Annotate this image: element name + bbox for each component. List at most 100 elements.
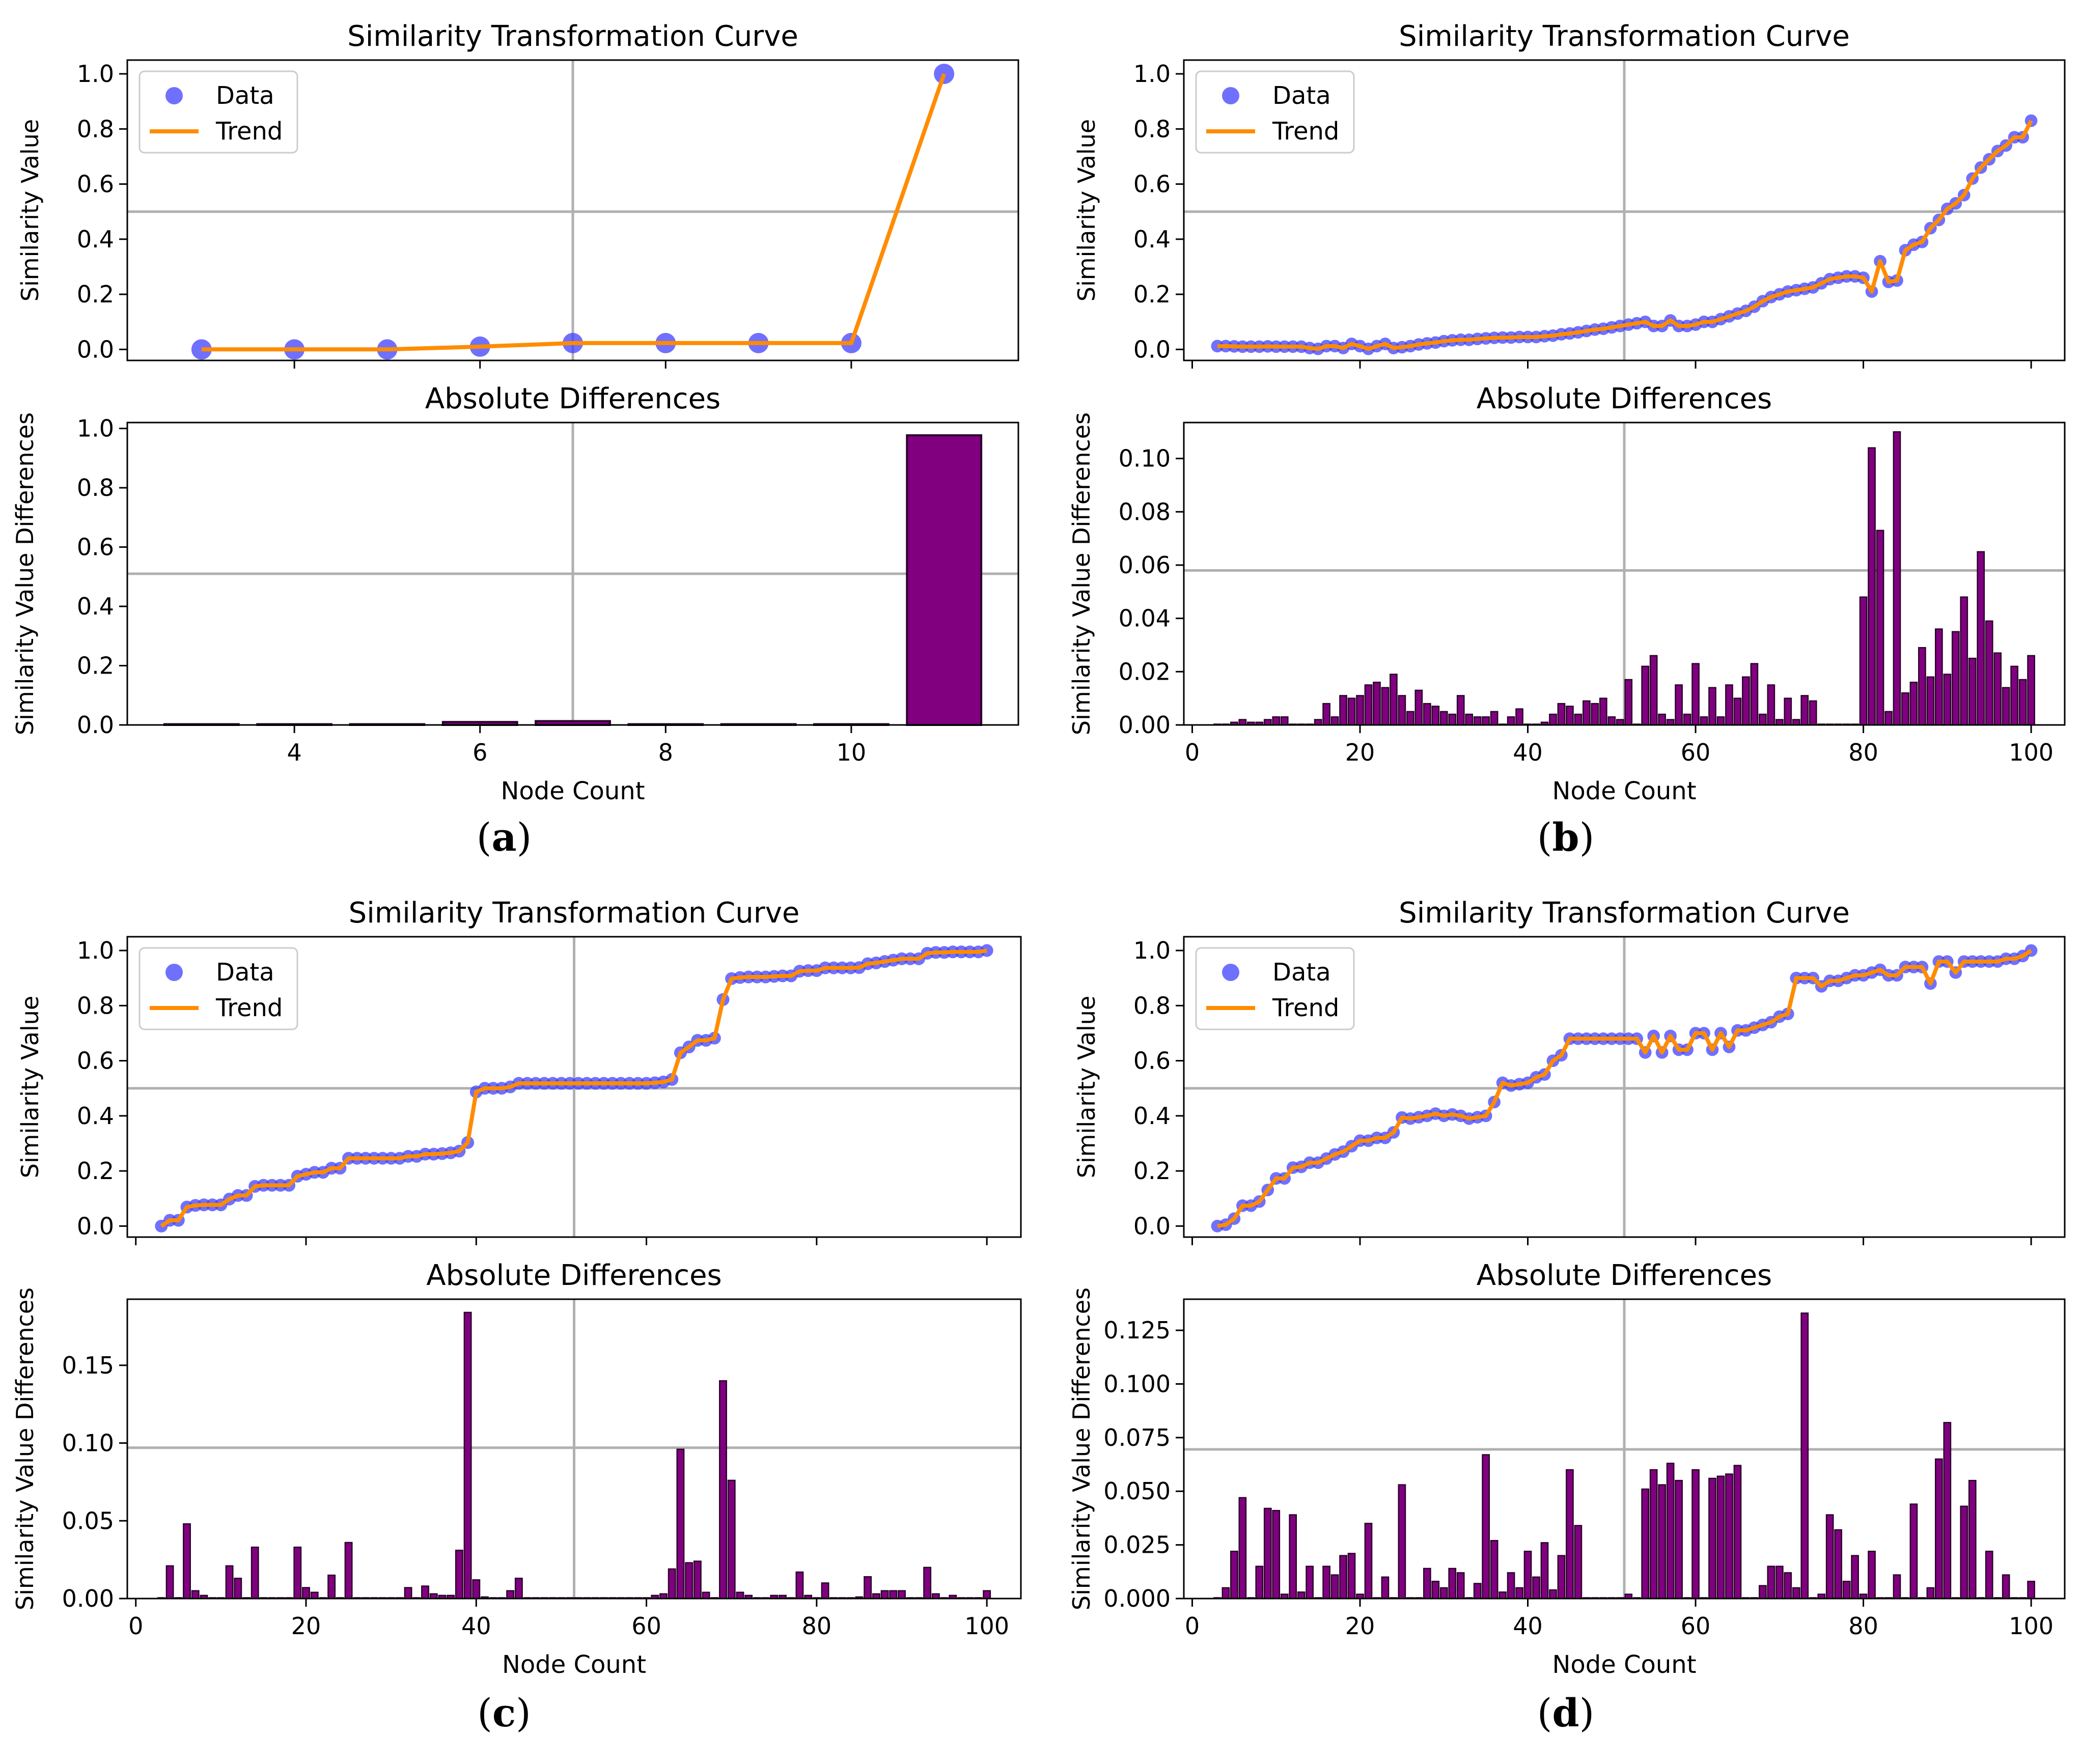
bar	[1759, 713, 1767, 726]
bar	[719, 1380, 727, 1600]
subplot-title: Similarity Transformation Curve	[1399, 20, 1850, 53]
axes-frame	[126, 59, 1019, 361]
axes-frame	[1183, 422, 2066, 726]
subplot-title: Similarity Transformation Curve	[349, 897, 800, 930]
bar	[1825, 1514, 1834, 1600]
y-tick-label: 0.04	[1119, 605, 1171, 632]
bar	[1238, 719, 1247, 726]
legend-data-marker	[165, 964, 183, 981]
bar	[702, 1591, 710, 1600]
bar	[736, 1591, 744, 1600]
legend-label-trend: Trend	[1272, 117, 1339, 146]
y-tick-label: 0.075	[1103, 1424, 1171, 1451]
bar	[1708, 1477, 1716, 1600]
legend-label-data: Data	[1272, 81, 1331, 110]
bar	[1658, 1484, 1666, 1600]
y-tick-label: 0.8	[77, 992, 114, 1019]
bar	[1666, 719, 1675, 726]
y-tick-label: 0.025	[1103, 1531, 1171, 1559]
bar	[2027, 655, 2035, 726]
bar	[1507, 716, 1515, 726]
bar	[1909, 1503, 1918, 1600]
legend-label-data: Data	[216, 81, 274, 110]
y-tick-label: 0.050	[1103, 1477, 1171, 1505]
bar	[165, 1565, 174, 1600]
bar	[1750, 663, 1759, 726]
y-tick-label: 0.4	[77, 226, 114, 253]
bar	[1985, 1551, 1993, 1600]
subplot-title: Absolute Differences	[1477, 382, 1772, 415]
bar	[1624, 679, 1633, 726]
y-tick-label: 0.6	[77, 1047, 114, 1075]
axes-frame	[1183, 936, 2066, 1238]
trend-line	[1217, 120, 2033, 351]
bar	[421, 1585, 429, 1600]
bar	[1398, 1484, 1406, 1600]
bar	[821, 1582, 829, 1600]
y-axis-label: Similarity Value Differences	[1068, 1287, 1095, 1610]
bar	[1591, 703, 1599, 726]
legend-data-marker	[165, 87, 183, 104]
bar	[1977, 551, 1985, 726]
bar	[1390, 674, 1398, 726]
bar	[1809, 700, 1817, 726]
y-tick-label: 0.000	[1103, 1585, 1171, 1612]
bar	[864, 1576, 872, 1600]
bar	[1289, 1514, 1297, 1600]
bar	[923, 1566, 932, 1600]
bar	[1431, 706, 1440, 726]
bar	[1322, 1565, 1330, 1600]
x-axis-label: Node Count	[502, 1650, 646, 1679]
bar	[1800, 1312, 1809, 1600]
bar	[1423, 703, 1431, 726]
bar	[1306, 1565, 1314, 1600]
y-axis-label: Similarity Value	[16, 996, 44, 1178]
bar	[1649, 655, 1658, 726]
x-tick-label: 20	[291, 1612, 321, 1640]
x-tick-label: 0	[1185, 739, 1200, 766]
y-tick-label: 0.125	[1103, 1317, 1171, 1344]
bar	[1784, 697, 1792, 726]
bar	[1700, 716, 1708, 726]
bar	[1406, 711, 1414, 726]
y-tick-label: 0.2	[1133, 1157, 1171, 1185]
x-tick-label: 40	[461, 1612, 491, 1640]
x-tick-label: 40	[1513, 739, 1543, 766]
axes-frame	[1183, 59, 2066, 361]
bar	[506, 1590, 515, 1600]
y-axis-label: Similarity Value	[16, 119, 44, 301]
y-tick-label: 1.0	[77, 937, 114, 964]
bar	[1566, 706, 1574, 726]
bar	[1523, 1551, 1532, 1600]
bar	[1465, 713, 1474, 726]
bar	[1884, 711, 1893, 726]
y-tick-label: 0.0	[1133, 1212, 1171, 1240]
axes-frame	[126, 1298, 1022, 1600]
bar	[1456, 1572, 1465, 1600]
y-tick-label: 0.10	[62, 1430, 114, 1457]
bar	[1272, 716, 1281, 726]
bar	[1742, 676, 1750, 726]
bar	[1716, 1475, 1725, 1600]
y-tick-label: 0.2	[77, 281, 114, 308]
bar	[1439, 711, 1448, 726]
y-tick-label: 0.06	[1119, 551, 1171, 579]
bar	[1792, 719, 1800, 726]
y-tick-label: 0.2	[1133, 281, 1171, 308]
bar	[668, 1568, 676, 1600]
trend-line	[1217, 948, 2033, 1228]
bar	[1574, 1525, 1583, 1600]
bar	[1381, 687, 1390, 726]
bar	[795, 1571, 804, 1600]
bar	[1347, 1553, 1356, 1600]
bar	[1255, 1565, 1264, 1600]
y-axis-label: Similarity Value	[1073, 996, 1100, 1178]
bar	[1364, 684, 1373, 726]
bar	[234, 1578, 242, 1600]
y-tick-label: 0.6	[77, 171, 114, 198]
caption-c: (c)	[477, 1690, 531, 1735]
y-tick-label: 1.0	[1133, 60, 1171, 88]
bar	[1280, 716, 1289, 726]
x-tick-label: 40	[1513, 1612, 1543, 1640]
